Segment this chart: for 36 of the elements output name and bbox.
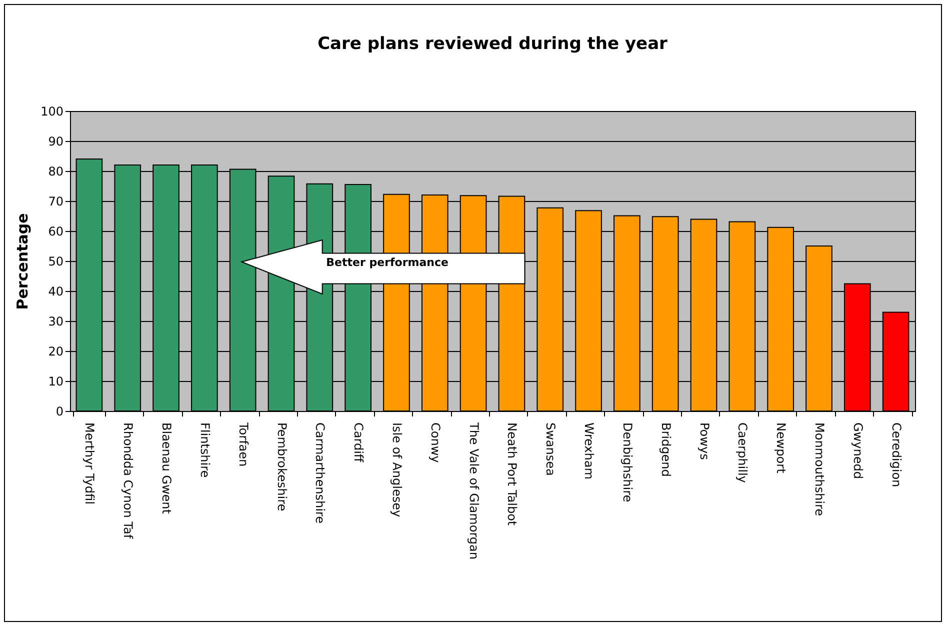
x-tick-label: Gwynedd [850, 422, 865, 479]
x-tick-label: Torfaen [236, 422, 250, 467]
chart-title: Care plans reviewed during the year [318, 34, 668, 54]
y-tick-label: 20 [48, 344, 64, 358]
y-tick-label: 30 [48, 314, 64, 328]
x-tick-label: Denbighshire [620, 422, 634, 502]
x-tick-label: Conwy [428, 422, 442, 463]
x-tick-label: Carmarthenshire [313, 422, 328, 524]
x-tick-label: Blaenau Gwent [160, 422, 174, 514]
y-tick-label: 0 [56, 404, 64, 418]
x-tick-label: Wrexham [582, 422, 596, 480]
y-tick-label: 70 [48, 194, 64, 208]
x-tick-label: Bridgend [658, 422, 673, 477]
y-tick-label: 10 [48, 374, 64, 388]
annotation: Better performance [326, 256, 448, 269]
y-tick-label: 50 [48, 254, 64, 268]
y-tick-label: 60 [48, 224, 64, 238]
x-tick-label: Cardiff [352, 422, 366, 463]
x-tick-label: Flintshire [198, 422, 212, 478]
x-tick-label: Rhondda Cynon Taf [121, 422, 136, 540]
x-tick-label: Newport [774, 422, 788, 474]
x-tick-label: Ceredigion [889, 422, 904, 488]
y-tick-label: 100 [40, 104, 64, 118]
y-tick-label: 90 [48, 134, 64, 148]
x-tick-label: The Vale of Glamorgan [466, 422, 481, 560]
x-tick-label: Caerphilly [736, 422, 750, 483]
x-tick-label: Isle of Anglesey [390, 422, 404, 518]
x-tick-label: Neath Port Talbot [505, 422, 520, 526]
x-tick-label: Pembrokeshire [274, 422, 289, 512]
y-tick-label: 80 [48, 164, 64, 178]
x-tick-label: Swansea [544, 422, 558, 476]
x-tick-label: Merthyr Tydfil [82, 422, 97, 504]
y-tick-label: 40 [48, 284, 64, 298]
x-tick-label: Powys [697, 422, 712, 460]
y-axis-title: Percentage [14, 213, 32, 310]
x-tick-label: Monmouthshire [812, 422, 826, 516]
